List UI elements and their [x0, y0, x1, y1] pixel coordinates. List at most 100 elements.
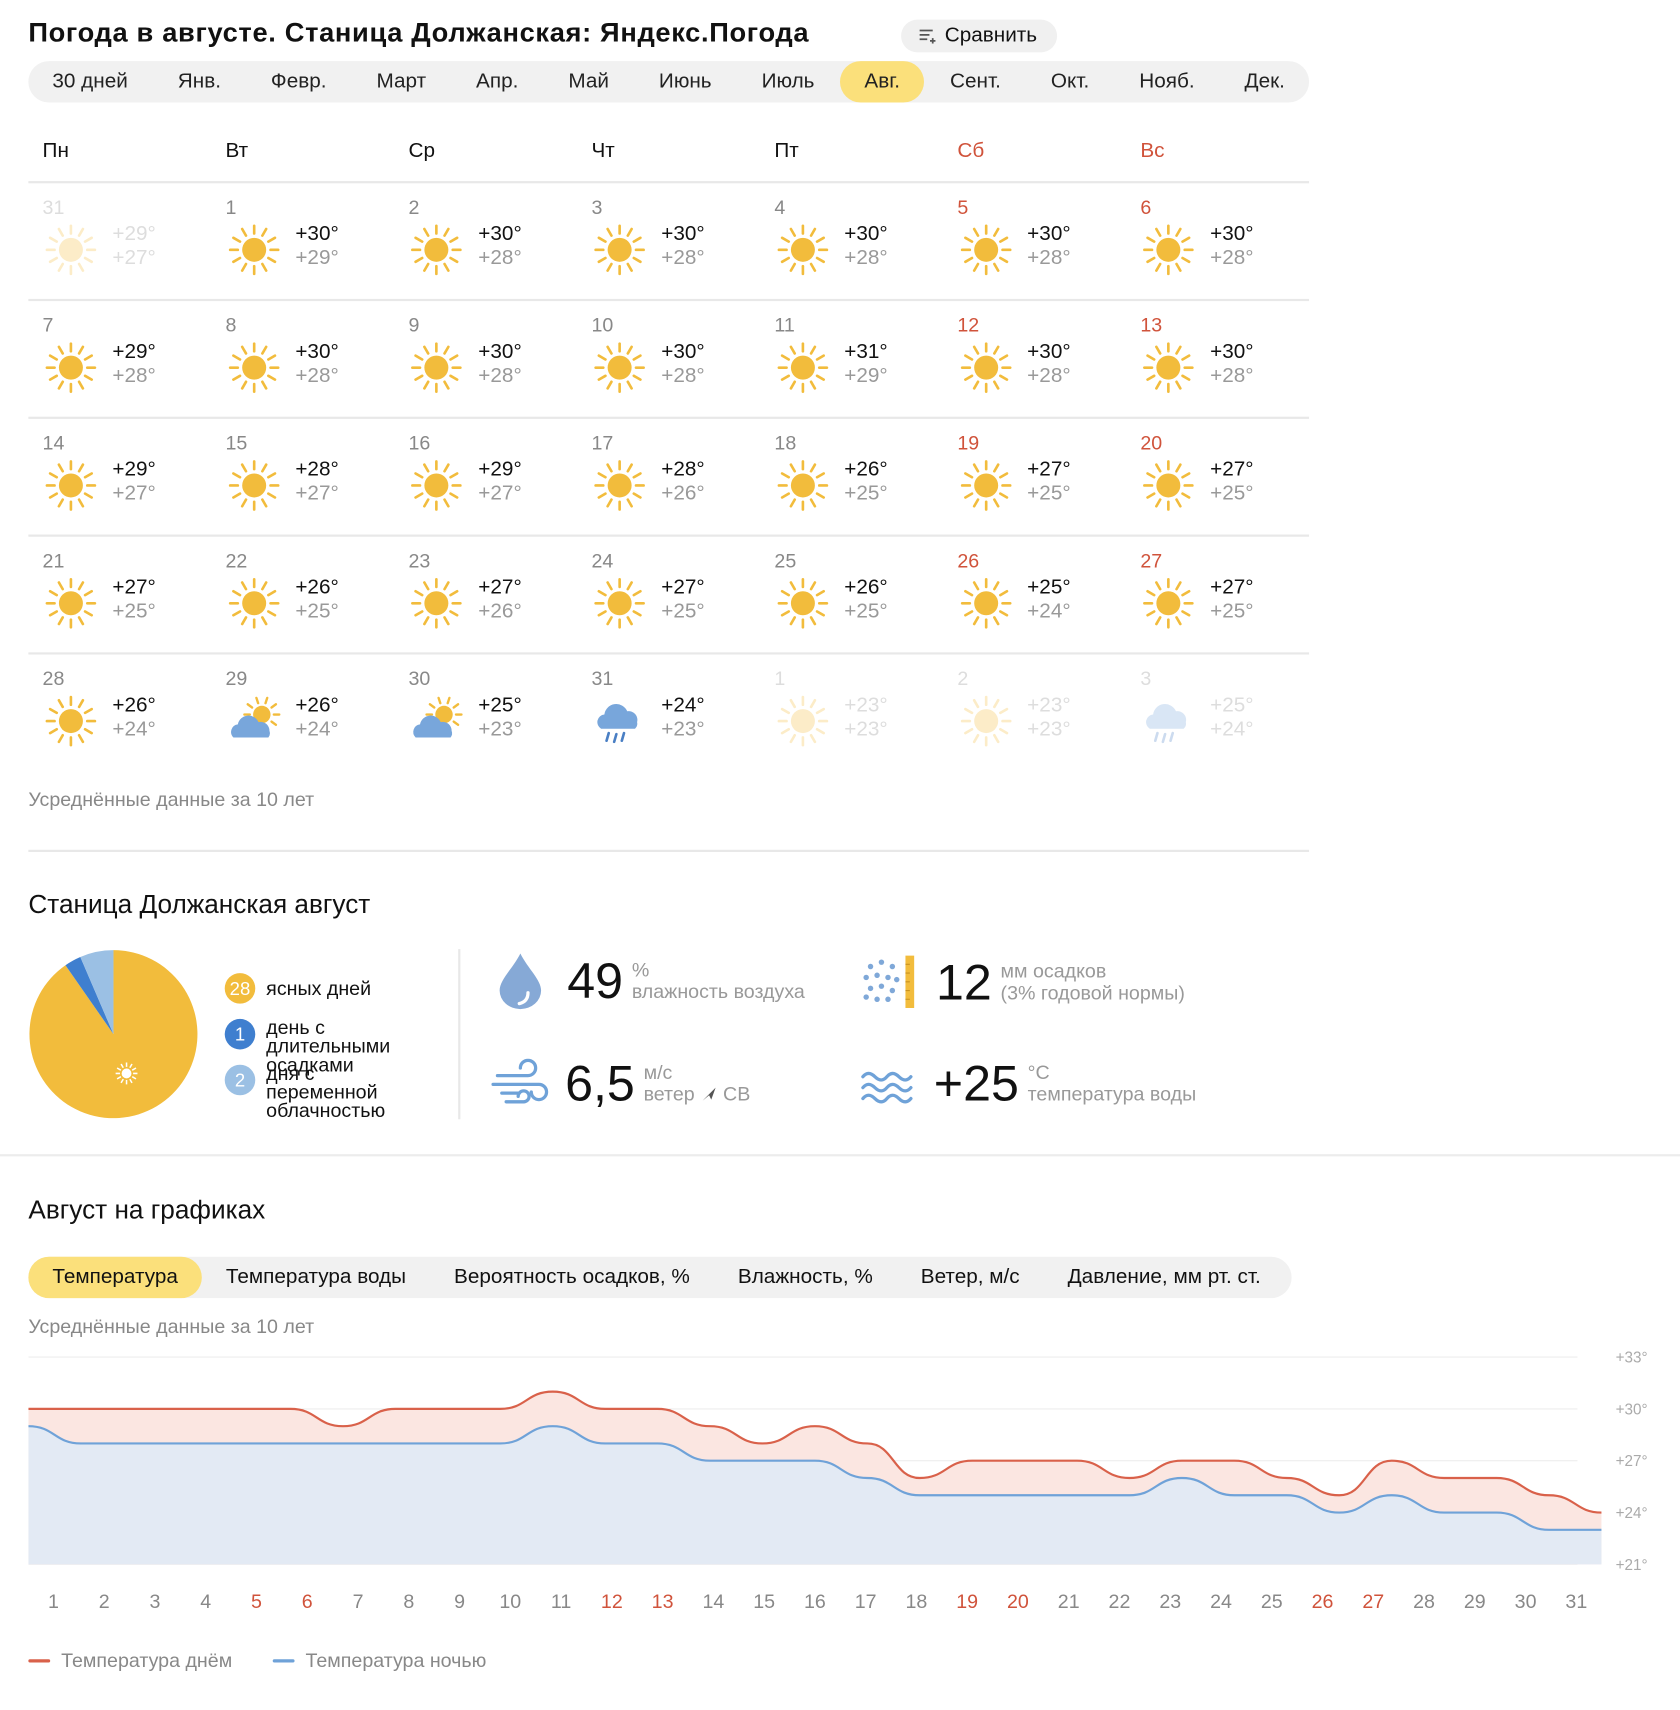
month-tab-7[interactable]: Июль [761, 69, 815, 93]
x-tick-label: 9 [454, 1591, 465, 1613]
calendar-day[interactable]: 9 +30° +28° [394, 301, 577, 417]
graph-tab-1[interactable]: Температура воды [225, 1265, 407, 1289]
droplet-icon [499, 953, 542, 1010]
wind-icon [491, 1058, 549, 1104]
calendar-day[interactable]: 1 +23° +23° [760, 655, 943, 773]
day-max-temp: +27° [1027, 458, 1071, 482]
calendar-day[interactable]: 14 +29° +27° [28, 419, 211, 535]
calendar-day[interactable]: 24 +27° +25° [577, 537, 760, 653]
x-tick-label: 20 [1007, 1591, 1029, 1613]
x-tick-label: 31 [1565, 1591, 1587, 1613]
sun-icon [1143, 224, 1195, 276]
day-min-temp: +28° [295, 364, 339, 388]
day-number: 2 [957, 667, 969, 690]
day-max-temp: +29° [478, 458, 522, 482]
graph-tab-3[interactable]: Влажность, % [737, 1265, 873, 1289]
legend-day: Температура днём [28, 1649, 232, 1672]
calendar-day[interactable]: 3 +25° +24° [1126, 655, 1309, 773]
calendar-day[interactable]: 22 +26° +25° [211, 537, 394, 653]
month-tab-0[interactable]: 30 дней [52, 69, 128, 93]
month-tab-11[interactable]: Нояб. [1139, 69, 1195, 93]
calendar-day[interactable]: 8 +30° +28° [211, 301, 394, 417]
calendar-day[interactable]: 2 +23° +23° [943, 655, 1126, 773]
legend-night-label: Температура ночью [305, 1649, 487, 1672]
month-tab-5[interactable]: Май [568, 69, 609, 93]
calendar-day[interactable]: 17 +28° +26° [577, 419, 760, 535]
sun-icon [594, 224, 646, 276]
precip-unit: мм осадков [1000, 959, 1107, 982]
x-tick-label: 16 [804, 1591, 826, 1613]
calendar-day[interactable]: 10 +30° +28° [577, 301, 760, 417]
month-tab-8[interactable]: Авг. [840, 61, 925, 103]
sun-icon [777, 342, 829, 393]
calendar-day[interactable]: 11 +31° +29° [760, 301, 943, 417]
month-tab-4[interactable]: Апр. [476, 69, 519, 93]
calendar-day[interactable]: 27 +27° +25° [1126, 537, 1309, 653]
calendar-week: 7 +29° +28° 8 +30° +28° 9 +30° +28° 10 +30° +28° 11 +… [28, 301, 1310, 419]
day-max-temp: +30° [661, 222, 705, 246]
calendar-day[interactable]: 5 +30° +28° [943, 183, 1126, 299]
x-tick-label: 25 [1261, 1591, 1283, 1613]
day-max-temp: +26° [844, 458, 888, 482]
day-min-temp: +25° [1027, 482, 1071, 506]
calendar-day[interactable]: 19 +27° +25° [943, 419, 1126, 535]
graph-tab-2[interactable]: Вероятность осадков, % [454, 1265, 690, 1289]
calendar-day[interactable]: 31 +24° +23° [577, 655, 760, 773]
calendar-day[interactable]: 13 +30° +28° [1126, 301, 1309, 417]
vertical-divider [458, 949, 461, 1120]
day-min-temp: +29° [844, 364, 888, 388]
calendar-day[interactable]: 31 +29° +27° [28, 183, 211, 299]
day-number: 24 [591, 549, 614, 572]
month-tab-2[interactable]: Февр. [270, 69, 327, 93]
y-tick-label: +27° [1616, 1453, 1648, 1470]
sun-icon [228, 342, 280, 393]
day-max-temp: +30° [478, 222, 522, 246]
day-max-temp: +30° [478, 340, 522, 364]
calendar-day[interactable]: 25 +26° +25° [760, 537, 943, 653]
calendar-day[interactable]: 4 +30° +28° [760, 183, 943, 299]
graph-tab-5[interactable]: Давление, мм рт. ст. [1067, 1265, 1261, 1289]
day-min-temp: +27° [478, 482, 522, 506]
calendar-day[interactable]: 2 +30° +28° [394, 183, 577, 299]
x-tick-label: 12 [601, 1591, 623, 1613]
compare-button[interactable]: Сравнить [901, 19, 1057, 53]
month-tab-12[interactable]: Дек. [1244, 69, 1285, 93]
graph-tab-0[interactable]: Температура [28, 1256, 202, 1299]
calendar-day[interactable]: 29 +26° +24° [211, 655, 394, 773]
day-number: 15 [225, 431, 248, 454]
calendar-day[interactable]: 23 +27° +26° [394, 537, 577, 653]
humidity-stat: 49 % влажность воздуха [497, 951, 805, 1010]
calendar-day[interactable]: 21 +27° +25° [28, 537, 211, 653]
weekday-5: Сб [957, 139, 985, 163]
day-max-temp: +26° [295, 575, 339, 599]
month-tab-6[interactable]: Июнь [658, 69, 712, 93]
calendar-day[interactable]: 26 +25° +24° [943, 537, 1126, 653]
graph-tab-4[interactable]: Ветер, м/с [920, 1265, 1020, 1289]
day-number: 10 [591, 314, 614, 336]
day-max-temp: +25° [478, 693, 522, 717]
calendar: Пн Вт Ср Чт Пт Сб Вс 31 +29° +27° 1 +30° +29° 2 +30° +… [28, 127, 1310, 773]
sun-icon [45, 224, 97, 276]
calendar-day[interactable]: 20 +27° +25° [1126, 419, 1309, 535]
calendar-day[interactable]: 16 +29° +27° [394, 419, 577, 535]
day-number: 18 [774, 431, 797, 454]
x-tick-label: 18 [906, 1591, 928, 1613]
calendar-day[interactable]: 6 +30° +28° [1126, 183, 1309, 299]
calendar-day[interactable]: 1 +30° +29° [211, 183, 394, 299]
month-tab-10[interactable]: Окт. [1050, 69, 1090, 93]
sun-icon [960, 577, 1012, 629]
calendar-day[interactable]: 30 +25° +23° [394, 655, 577, 773]
y-tick-label: +30° [1616, 1401, 1648, 1418]
calendar-day[interactable]: 12 +30° +28° [943, 301, 1126, 417]
waves-icon [861, 1071, 913, 1104]
month-tab-1[interactable]: Янв. [177, 69, 221, 93]
calendar-day[interactable]: 7 +29° +28° [28, 301, 211, 417]
day-min-temp: +23° [661, 717, 705, 741]
month-tab-9[interactable]: Сент. [950, 69, 1001, 93]
month-tab-3[interactable]: Март [376, 69, 427, 93]
calendar-day[interactable]: 3 +30° +28° [577, 183, 760, 299]
calendar-day[interactable]: 28 +26° +24° [28, 655, 211, 773]
day-max-temp: +27° [661, 575, 705, 599]
calendar-day[interactable]: 18 +26° +25° [760, 419, 943, 535]
calendar-day[interactable]: 15 +28° +27° [211, 419, 394, 535]
